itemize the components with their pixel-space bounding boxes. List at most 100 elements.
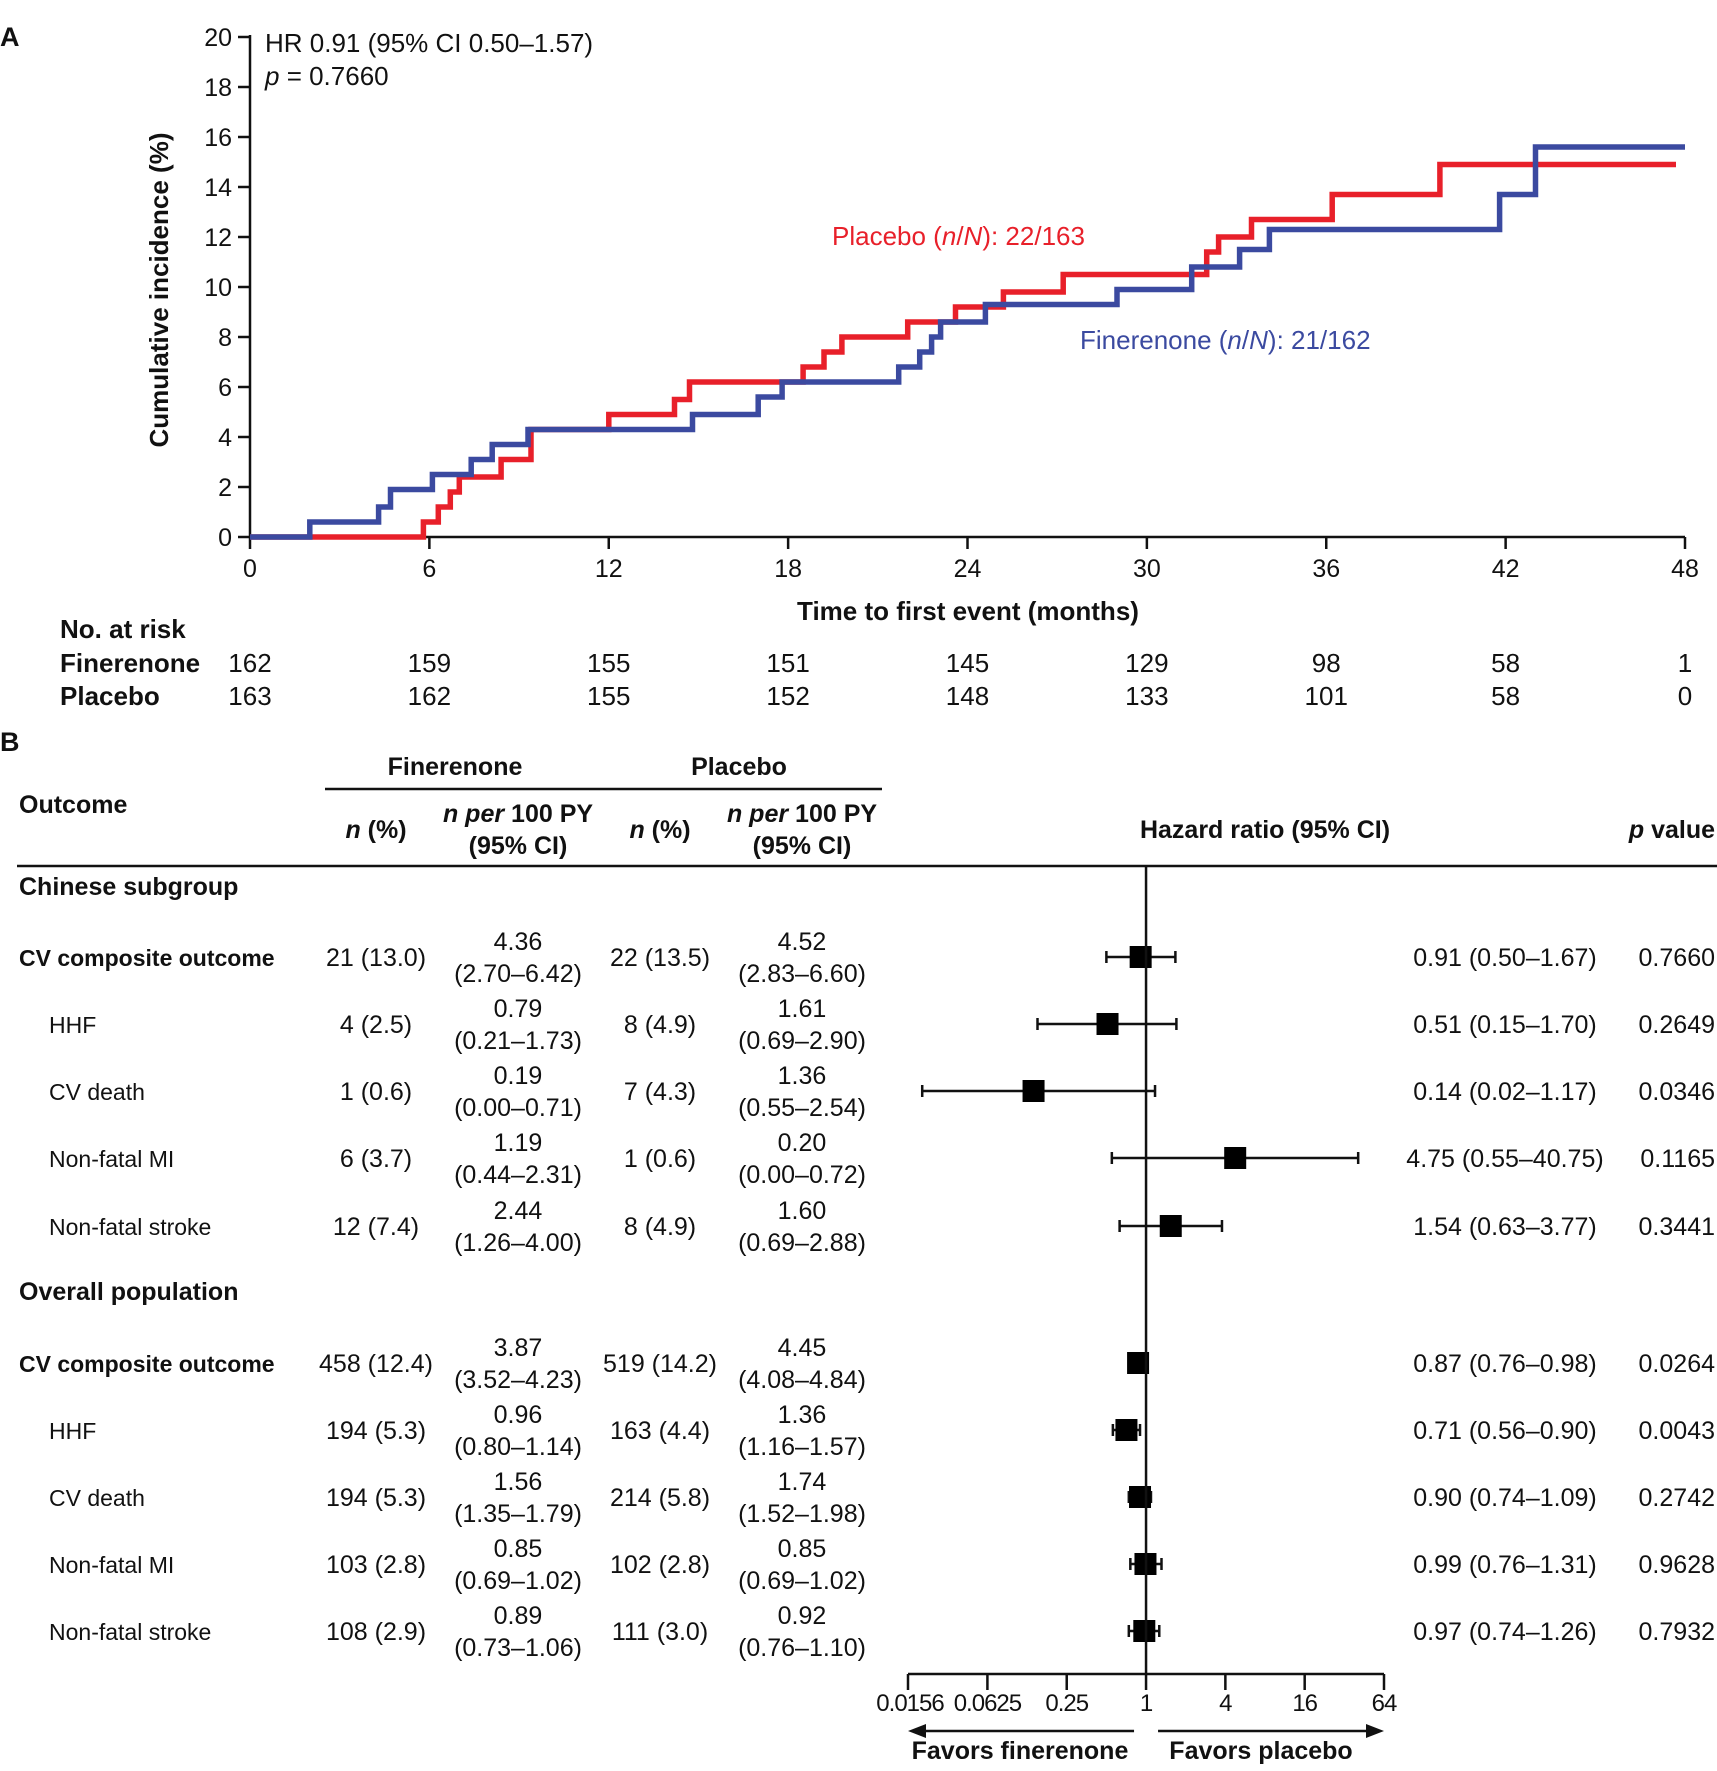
risk-value: 155 bbox=[587, 648, 630, 678]
outcome-label: HHF bbox=[49, 1418, 96, 1444]
hr-ci-value: 0.51 (0.15–1.70) bbox=[1413, 1011, 1596, 1039]
risk-value: 155 bbox=[587, 681, 630, 711]
forest-x-tick-label: 0.0625 bbox=[954, 1690, 1022, 1717]
forest-x-tick-label: 64 bbox=[1372, 1690, 1397, 1717]
fin-n-value: 1 (0.6) bbox=[340, 1078, 412, 1106]
y-tick-label: 0 bbox=[218, 524, 232, 552]
fin-ci-value: (1.35–1.79) bbox=[454, 1500, 582, 1528]
fin-ci-value: (0.44–2.31) bbox=[454, 1161, 582, 1189]
pla-n-value: 7 (4.3) bbox=[624, 1078, 696, 1106]
fin-ci-value: (0.69–1.02) bbox=[454, 1567, 582, 1595]
hr-ci-value: 0.90 (0.74–1.09) bbox=[1413, 1484, 1596, 1512]
header-pla-rate: n per 100 PY bbox=[727, 800, 877, 828]
x-tick-label: 0 bbox=[243, 555, 257, 583]
fin-ci-value: (1.26–4.00) bbox=[454, 1229, 582, 1257]
p-value: 0.0346 bbox=[1639, 1078, 1715, 1106]
favors-finerenone-arrowhead bbox=[908, 1724, 926, 1738]
risk-value: 145 bbox=[946, 648, 989, 678]
p-value: 0.1165 bbox=[1640, 1145, 1715, 1173]
forest-x-tick-label: 0.0156 bbox=[876, 1690, 944, 1717]
hr-ci-value: 0.87 (0.76–0.98) bbox=[1413, 1350, 1596, 1378]
fin-n-value: 12 (7.4) bbox=[333, 1213, 419, 1241]
pla-n-value: 1 (0.6) bbox=[624, 1145, 696, 1173]
pla-rate-value: 1.36 bbox=[778, 1401, 827, 1429]
x-tick-label: 6 bbox=[422, 555, 436, 583]
y-tick-label: 4 bbox=[218, 424, 232, 452]
pla-rate-value: 4.45 bbox=[778, 1334, 827, 1362]
x-axis-title: Time to first event (months) bbox=[797, 596, 1139, 626]
hr-point-marker bbox=[1127, 1352, 1150, 1374]
risk-row-label: Placebo bbox=[60, 681, 160, 711]
hr-point-marker bbox=[1115, 1419, 1138, 1441]
header-fin-rate: n per 100 PY bbox=[443, 800, 593, 828]
risk-table-title: No. at risk bbox=[60, 614, 186, 644]
y-tick-label: 8 bbox=[218, 324, 232, 352]
hr-point-marker bbox=[1133, 1620, 1156, 1642]
y-tick-label: 18 bbox=[204, 74, 232, 102]
outcome-label: Non-fatal MI bbox=[49, 1552, 174, 1578]
pla-n-value: 111 (3.0) bbox=[612, 1618, 708, 1646]
header-pla-n: n (%) bbox=[629, 816, 690, 844]
risk-value: 152 bbox=[766, 681, 809, 711]
hr-ci-value: 0.99 (0.76–1.31) bbox=[1413, 1551, 1596, 1579]
hr-point-marker bbox=[1159, 1215, 1182, 1237]
legend-finerenone: Finerenone (n/N): 21/162 bbox=[1080, 325, 1371, 355]
pla-ci-value: (0.69–2.90) bbox=[738, 1027, 866, 1055]
fin-ci-value: (3.52–4.23) bbox=[454, 1366, 582, 1394]
x-tick-label: 12 bbox=[595, 555, 623, 583]
outcome-label: CV composite outcome bbox=[19, 1351, 275, 1377]
p-value: 0.7932 bbox=[1639, 1618, 1715, 1646]
hr-point-marker bbox=[1224, 1147, 1247, 1169]
favors-finerenone-label: Favors finerenone bbox=[912, 1737, 1129, 1765]
y-tick-label: 14 bbox=[204, 174, 232, 202]
outcome-label: HHF bbox=[49, 1012, 96, 1038]
risk-value: 58 bbox=[1491, 681, 1520, 711]
header-p-value: p value bbox=[1628, 816, 1715, 844]
risk-value: 58 bbox=[1491, 648, 1520, 678]
risk-value: 129 bbox=[1125, 648, 1168, 678]
pla-rate-value: 1.61 bbox=[778, 995, 827, 1023]
pla-rate-value: 1.36 bbox=[778, 1062, 827, 1090]
pla-ci-value: (0.69–1.02) bbox=[738, 1567, 866, 1595]
p-value: 0.0043 bbox=[1639, 1417, 1715, 1445]
p-value: 0.2649 bbox=[1639, 1011, 1715, 1039]
header-pla-ci: (95% CI) bbox=[753, 832, 852, 860]
y-tick-label: 6 bbox=[218, 374, 232, 402]
hr-point-marker bbox=[1129, 946, 1152, 968]
pla-rate-value: 0.92 bbox=[778, 1602, 827, 1630]
group-title: Chinese subgroup bbox=[19, 873, 238, 901]
hr-point-marker bbox=[1022, 1080, 1045, 1102]
fin-rate-value: 1.56 bbox=[494, 1468, 543, 1496]
risk-value: 148 bbox=[946, 681, 989, 711]
x-tick-label: 42 bbox=[1492, 555, 1520, 583]
favors-placebo-label: Favors placebo bbox=[1169, 1737, 1352, 1765]
risk-value: 162 bbox=[228, 648, 271, 678]
km-curve-finerenone bbox=[250, 144, 1685, 540]
fin-rate-value: 0.85 bbox=[494, 1535, 543, 1563]
fin-rate-value: 1.19 bbox=[494, 1129, 543, 1157]
header-hazard-ratio: Hazard ratio (95% CI) bbox=[1140, 816, 1390, 844]
risk-row-label: Finerenone bbox=[60, 648, 200, 678]
x-tick-label: 30 bbox=[1133, 555, 1161, 583]
forest-x-tick-label: 4 bbox=[1219, 1690, 1232, 1717]
pla-ci-value: (0.55–2.54) bbox=[738, 1094, 866, 1122]
pla-n-value: 214 (5.8) bbox=[610, 1484, 710, 1512]
panel-a-label: A bbox=[0, 22, 20, 52]
header-fin-ci: (95% CI) bbox=[469, 832, 568, 860]
pla-ci-value: (4.08–4.84) bbox=[738, 1366, 866, 1394]
forest-x-tick-label: 0.25 bbox=[1045, 1690, 1088, 1717]
pla-n-value: 163 (4.4) bbox=[610, 1417, 710, 1445]
forest-x-tick-label: 1 bbox=[1140, 1690, 1153, 1717]
pla-rate-value: 0.20 bbox=[778, 1129, 827, 1157]
hr-ci-value: 0.14 (0.02–1.17) bbox=[1413, 1078, 1596, 1106]
fin-rate-value: 0.96 bbox=[494, 1401, 543, 1429]
header-finerenone: Finerenone bbox=[388, 753, 523, 781]
p-value: 0.7660 bbox=[1639, 944, 1715, 972]
fin-rate-value: 2.44 bbox=[494, 1197, 543, 1225]
fin-n-value: 458 (12.4) bbox=[319, 1350, 433, 1378]
pla-n-value: 102 (2.8) bbox=[610, 1551, 710, 1579]
outcome-label: Non-fatal stroke bbox=[49, 1214, 211, 1240]
risk-value: 159 bbox=[408, 648, 451, 678]
outcome-label: Non-fatal MI bbox=[49, 1146, 174, 1172]
fin-ci-value: (0.21–1.73) bbox=[454, 1027, 582, 1055]
